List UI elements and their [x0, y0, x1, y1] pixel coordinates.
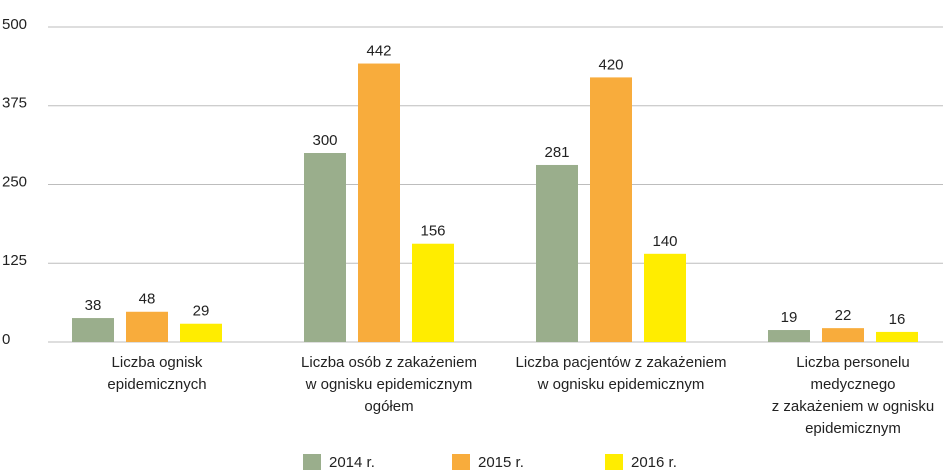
value-label: 29	[193, 303, 210, 320]
bar	[768, 330, 810, 342]
bar	[644, 253, 686, 342]
value-label: 442	[366, 43, 391, 60]
x-tick-label: epidemicznym	[805, 420, 901, 437]
x-tick-label: ogółem	[364, 398, 413, 415]
legend-swatch	[452, 454, 470, 470]
legend-swatch	[605, 454, 623, 470]
bar	[126, 311, 168, 342]
value-label: 281	[544, 144, 569, 161]
x-tick-label: Liczba pacjentów z zakażeniem	[516, 354, 727, 371]
value-label: 140	[652, 233, 677, 250]
bar	[72, 318, 114, 342]
bar	[358, 63, 400, 342]
value-label: 16	[889, 311, 906, 328]
value-label: 19	[781, 309, 798, 326]
value-label: 22	[835, 307, 852, 324]
x-tick-label: Liczba personelu	[796, 354, 909, 371]
y-tick-label: 0	[2, 331, 10, 348]
x-tick-label: medycznego	[810, 376, 895, 393]
value-label: 38	[85, 297, 102, 314]
x-tick-label: w ognisku epidemicznym	[537, 376, 705, 393]
value-label: 420	[598, 56, 623, 73]
y-tick-label: 500	[2, 16, 27, 33]
bar	[590, 77, 632, 343]
legend-swatch	[303, 454, 321, 470]
y-tick-label: 375	[2, 95, 27, 112]
value-label: 300	[312, 132, 337, 149]
y-tick-label: 125	[2, 252, 27, 269]
x-tick-label: Liczba osób z zakażeniem	[301, 354, 477, 371]
x-tick-label: epidemicznych	[107, 376, 206, 393]
x-tick-label: w ognisku epidemicznym	[305, 376, 473, 393]
bar	[304, 153, 346, 342]
bar	[412, 243, 454, 342]
bar	[876, 331, 918, 342]
y-tick-label: 250	[2, 173, 27, 190]
x-tick-label: z zakażeniem w ognisku	[772, 398, 935, 415]
bar	[822, 328, 864, 342]
legend-label: 2014 r.	[329, 454, 375, 471]
x-tick-label: Liczba ognisk	[112, 354, 203, 371]
value-label: 48	[139, 291, 156, 308]
bar	[180, 323, 222, 342]
legend-label: 2016 r.	[631, 454, 677, 471]
bar	[536, 164, 578, 342]
value-label: 156	[420, 223, 445, 240]
legend-label: 2015 r.	[478, 454, 524, 471]
